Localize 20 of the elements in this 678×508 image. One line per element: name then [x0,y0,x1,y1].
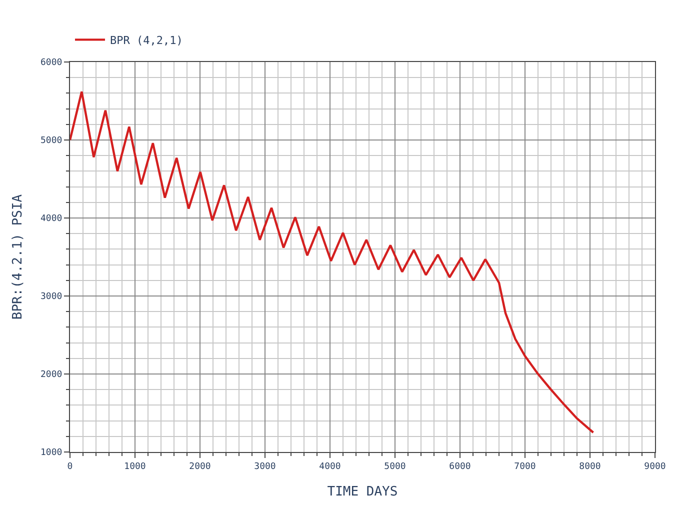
y-tick-label: 2000 [40,370,62,380]
x-tick-label: 2000 [189,462,211,472]
x-tick-label: 4000 [319,462,341,472]
x-tick-label: 5000 [384,462,406,472]
legend-label: BPR (4,2,1) [110,34,183,47]
y-tick-label: 1000 [40,448,62,458]
y-tick-label: 6000 [40,58,62,68]
line-series [70,90,594,434]
y-tick-label: 3000 [40,292,62,302]
x-axis-title: TIME DAYS [327,484,398,500]
y-axis-title: BPR:(4.2.1) PSIA [10,194,26,320]
x-tick-label: 6000 [449,462,471,472]
x-tick-label: 3000 [254,462,276,472]
x-tick-label: 7000 [514,462,536,472]
y-tick-label: 4000 [40,214,62,224]
x-tick-label: 9000 [644,462,666,472]
x-tick-label: 0 [67,462,73,472]
x-tick-label: 1000 [124,462,146,472]
x-tick-label: 8000 [579,462,601,472]
y-tick-label: 5000 [40,136,62,146]
